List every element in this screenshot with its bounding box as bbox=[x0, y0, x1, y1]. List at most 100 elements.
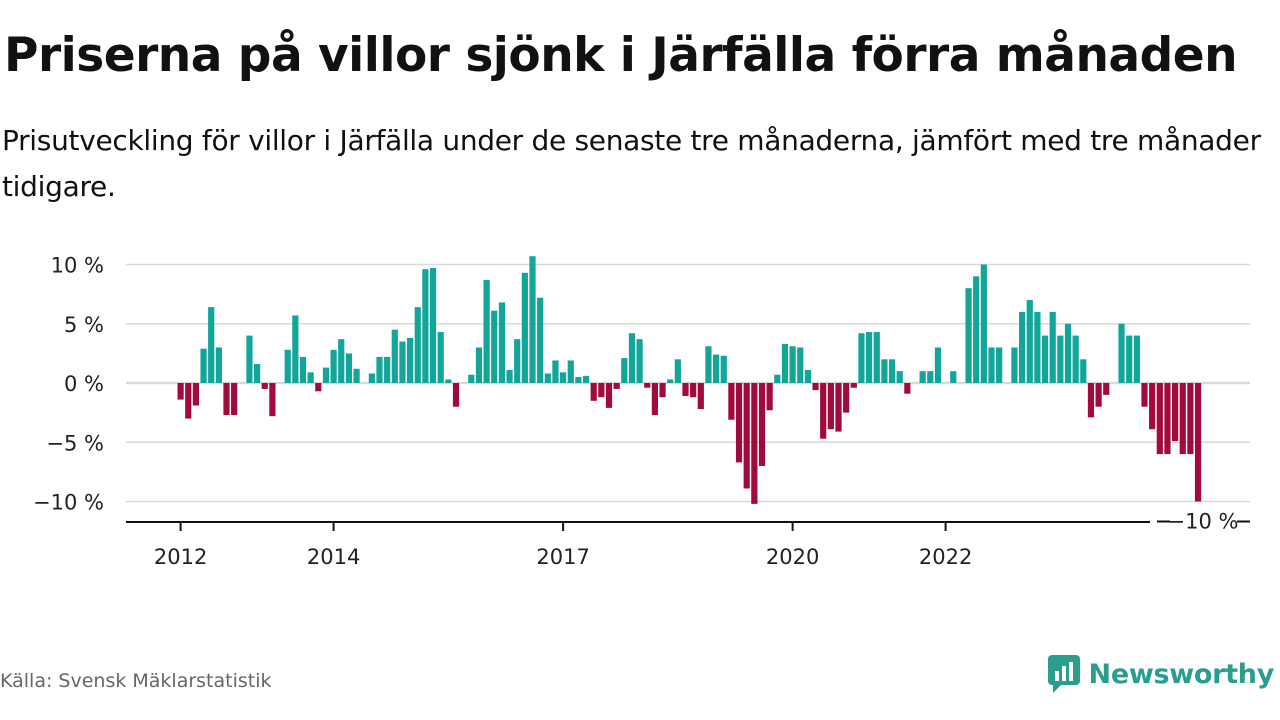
bar bbox=[728, 383, 735, 420]
brand-name: Newsworthy bbox=[1088, 658, 1275, 690]
y-tick-label: −5 % bbox=[46, 431, 104, 455]
bar bbox=[1019, 311, 1026, 383]
bar bbox=[697, 383, 704, 410]
bar bbox=[1064, 323, 1072, 383]
bar bbox=[475, 347, 483, 383]
x-tick-label: 2022 bbox=[919, 545, 972, 569]
bar bbox=[659, 383, 666, 398]
bar bbox=[399, 341, 406, 383]
bar bbox=[804, 369, 811, 383]
bar bbox=[636, 339, 643, 383]
bar bbox=[774, 374, 781, 383]
bar bbox=[1026, 300, 1033, 383]
bar bbox=[246, 335, 253, 383]
bar bbox=[391, 329, 398, 383]
bar bbox=[544, 373, 551, 383]
bar bbox=[215, 347, 222, 383]
bar bbox=[766, 383, 773, 411]
bar bbox=[812, 383, 819, 391]
bar bbox=[284, 349, 291, 383]
bar bbox=[1194, 383, 1202, 502]
bar bbox=[820, 383, 827, 439]
bar bbox=[988, 347, 995, 383]
x-tick-label: 2014 bbox=[307, 545, 360, 569]
bar bbox=[628, 333, 636, 383]
bar bbox=[927, 371, 934, 383]
bar bbox=[261, 383, 268, 389]
bar bbox=[452, 383, 460, 407]
brand-logo[interactable]: Newsworthy bbox=[1047, 652, 1274, 696]
bar bbox=[353, 368, 360, 383]
bar bbox=[1149, 383, 1156, 430]
bar bbox=[888, 359, 896, 383]
bar bbox=[797, 347, 804, 383]
y-tick-label: 5 % bbox=[64, 313, 104, 337]
bar bbox=[1080, 359, 1087, 383]
bar bbox=[582, 375, 590, 383]
bar bbox=[429, 268, 437, 383]
bar bbox=[713, 354, 720, 383]
bar bbox=[621, 358, 628, 383]
bar bbox=[644, 383, 651, 388]
bar bbox=[223, 383, 230, 415]
bar bbox=[965, 288, 972, 383]
axes: 10 % 5 % 0 % −5 % −10 % 2012 2014 2017 2020 2022 −… bbox=[33, 254, 1250, 569]
bar bbox=[407, 337, 414, 383]
bar bbox=[177, 383, 184, 400]
bar bbox=[1133, 335, 1140, 383]
bar bbox=[1141, 383, 1148, 407]
bar bbox=[1011, 347, 1018, 383]
bar bbox=[322, 367, 330, 383]
bar bbox=[445, 379, 452, 383]
bar bbox=[896, 371, 903, 383]
bar bbox=[567, 360, 574, 383]
bar bbox=[827, 383, 834, 430]
bar bbox=[1034, 311, 1041, 383]
y-tick-label: 10 % bbox=[51, 254, 104, 278]
source-note: Källa: Svensk Mäklarstatistik bbox=[0, 670, 272, 692]
bar bbox=[705, 346, 712, 383]
bar bbox=[1095, 383, 1102, 407]
bar bbox=[491, 310, 498, 383]
bar bbox=[368, 373, 375, 383]
last-value-label: −10 % bbox=[1168, 510, 1239, 534]
bar bbox=[605, 383, 613, 408]
bar bbox=[934, 347, 942, 383]
bar bbox=[674, 359, 681, 383]
bar bbox=[292, 315, 299, 383]
bar bbox=[735, 383, 743, 463]
bar bbox=[498, 302, 505, 383]
bar bbox=[843, 383, 850, 413]
bar bbox=[521, 272, 528, 383]
bar bbox=[950, 371, 957, 383]
bar bbox=[299, 356, 307, 383]
bar bbox=[1103, 383, 1110, 395]
bar bbox=[743, 383, 750, 489]
bar bbox=[376, 356, 383, 383]
bar bbox=[1049, 311, 1056, 383]
bar bbox=[598, 383, 605, 398]
bar bbox=[414, 307, 421, 383]
bar bbox=[307, 372, 314, 383]
bar bbox=[468, 374, 475, 383]
bar bbox=[192, 383, 199, 406]
y-tick-label: −10 % bbox=[33, 491, 104, 515]
bar bbox=[529, 256, 536, 383]
bar bbox=[1187, 383, 1194, 455]
bar bbox=[254, 364, 261, 383]
bar bbox=[1118, 323, 1125, 383]
bar bbox=[1126, 335, 1133, 383]
bar bbox=[345, 353, 352, 383]
bar bbox=[590, 383, 597, 401]
bars bbox=[177, 256, 1202, 504]
bar bbox=[575, 377, 582, 383]
bar bbox=[185, 383, 192, 419]
bar bbox=[858, 333, 865, 383]
chart-title: Priserna på villor sjönk i Järfälla förr… bbox=[4, 28, 1238, 83]
bar bbox=[996, 347, 1003, 383]
bar bbox=[1041, 335, 1049, 383]
bar bbox=[980, 264, 987, 383]
bar bbox=[850, 383, 857, 388]
bar bbox=[560, 372, 567, 383]
bar bbox=[231, 383, 238, 415]
